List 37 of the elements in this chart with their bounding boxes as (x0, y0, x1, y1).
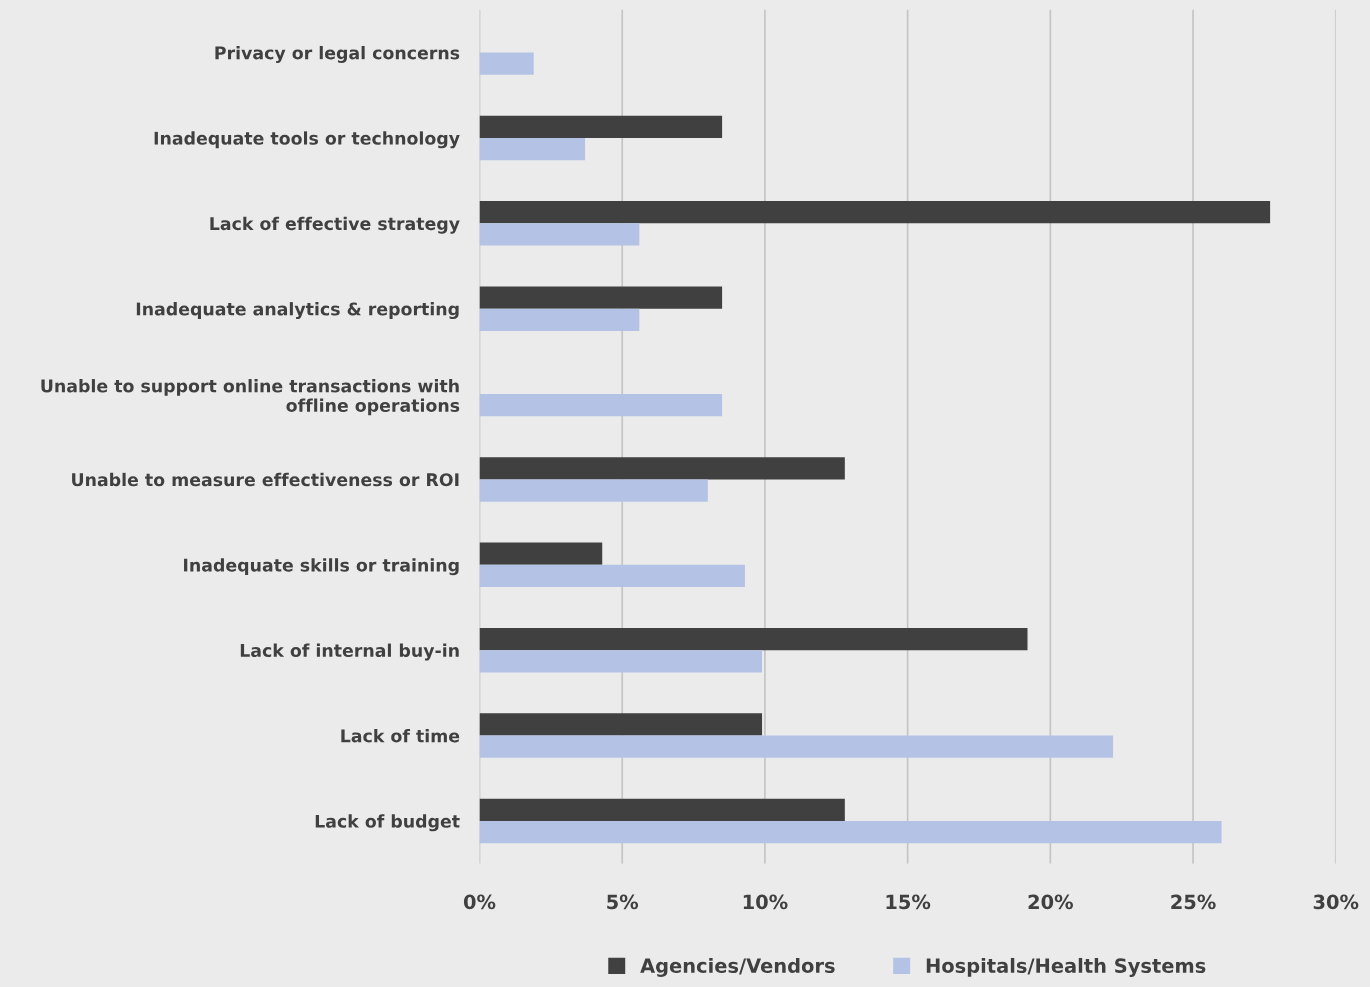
bar (479, 820, 1222, 844)
y-tick-label: Lack of time (341, 728, 460, 743)
y-tick-label: Privacy or legal concerns (215, 45, 460, 63)
bar (479, 286, 723, 309)
bar (479, 457, 845, 480)
x-tick-label: 10% (743, 894, 788, 910)
bar (479, 479, 708, 502)
bar (479, 542, 603, 565)
bar (479, 52, 534, 75)
x-tick-label: 25% (1171, 894, 1216, 910)
bar (479, 650, 763, 673)
x-tick-label: 15% (886, 894, 931, 910)
legend-label: Hospitals/Health Systems (926, 957, 1206, 977)
legend-label: Agencies/Vendors (640, 957, 835, 977)
y-tick-label: Inadequate tools or technology (154, 131, 460, 149)
bar (479, 798, 845, 821)
bar (479, 564, 745, 588)
bar (479, 308, 640, 331)
y-tick-label: Unable to measure effectiveness or ROI (72, 472, 459, 487)
bar (479, 115, 723, 138)
y-tick-label: Lack of effective strategy (210, 216, 460, 234)
y-tick-label: Unable to support online transactions with offline operations (41, 379, 460, 416)
x-tick-label: 20% (1028, 894, 1073, 910)
y-tick-label: Inadequate skills or training (184, 558, 459, 576)
bar (479, 735, 1114, 758)
x-tick-label: 30% (1313, 894, 1359, 910)
y-tick-label: Inadequate analytics & reporting (136, 302, 459, 320)
y-tick-label: Lack of internal buy-in (240, 643, 459, 661)
y-tick-label: Lack of budget (315, 814, 460, 832)
bar (479, 201, 1271, 224)
bar (479, 627, 1028, 651)
bar (479, 394, 723, 417)
bar (479, 223, 640, 246)
x-tick-label: 5% (607, 894, 639, 910)
bar (479, 713, 763, 736)
x-tick-label: 0% (463, 894, 496, 910)
bar (479, 137, 586, 161)
